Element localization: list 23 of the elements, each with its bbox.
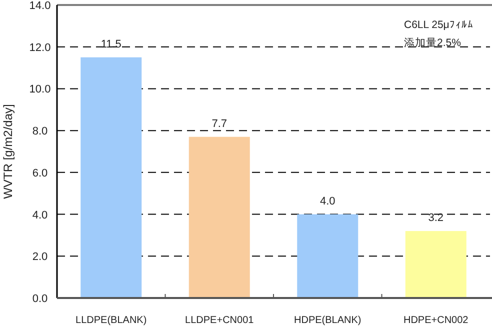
- y-tick-label: 6.0: [32, 167, 48, 180]
- bar: [405, 231, 466, 298]
- data-label: 3.2: [428, 212, 444, 224]
- data-label: 7.7: [212, 118, 228, 130]
- y-tick-label: 8.0: [32, 126, 48, 138]
- data-label: 11.5: [100, 38, 122, 50]
- y-tick-label: 4.0: [32, 209, 48, 222]
- x-tick-label: HDPE(BLANK): [294, 315, 362, 326]
- x-tick-label: HDPE+CN002: [403, 315, 469, 326]
- annotation: 添加量2.5%: [404, 36, 461, 49]
- x-tick-label: LLDPE+CN001: [185, 315, 254, 326]
- bar: [80, 57, 142, 298]
- bar: [297, 214, 358, 298]
- x-tick-label: LLDPE(BLANK): [76, 315, 147, 326]
- data-label: 4.0: [320, 195, 336, 208]
- y-tick-label: 10.0: [29, 84, 51, 96]
- y-axis-title: WVTR [g/m2/day]: [1, 104, 15, 199]
- annotation: C6LL 25μﾌｨﾙﾑ: [404, 19, 474, 31]
- y-tick-label: 14.0: [29, 0, 51, 12]
- y-tick-label: 0.0: [32, 293, 48, 305]
- y-tick-label: 12.0: [29, 42, 51, 54]
- bar: [188, 136, 250, 298]
- y-tick-label: 2.0: [32, 251, 48, 264]
